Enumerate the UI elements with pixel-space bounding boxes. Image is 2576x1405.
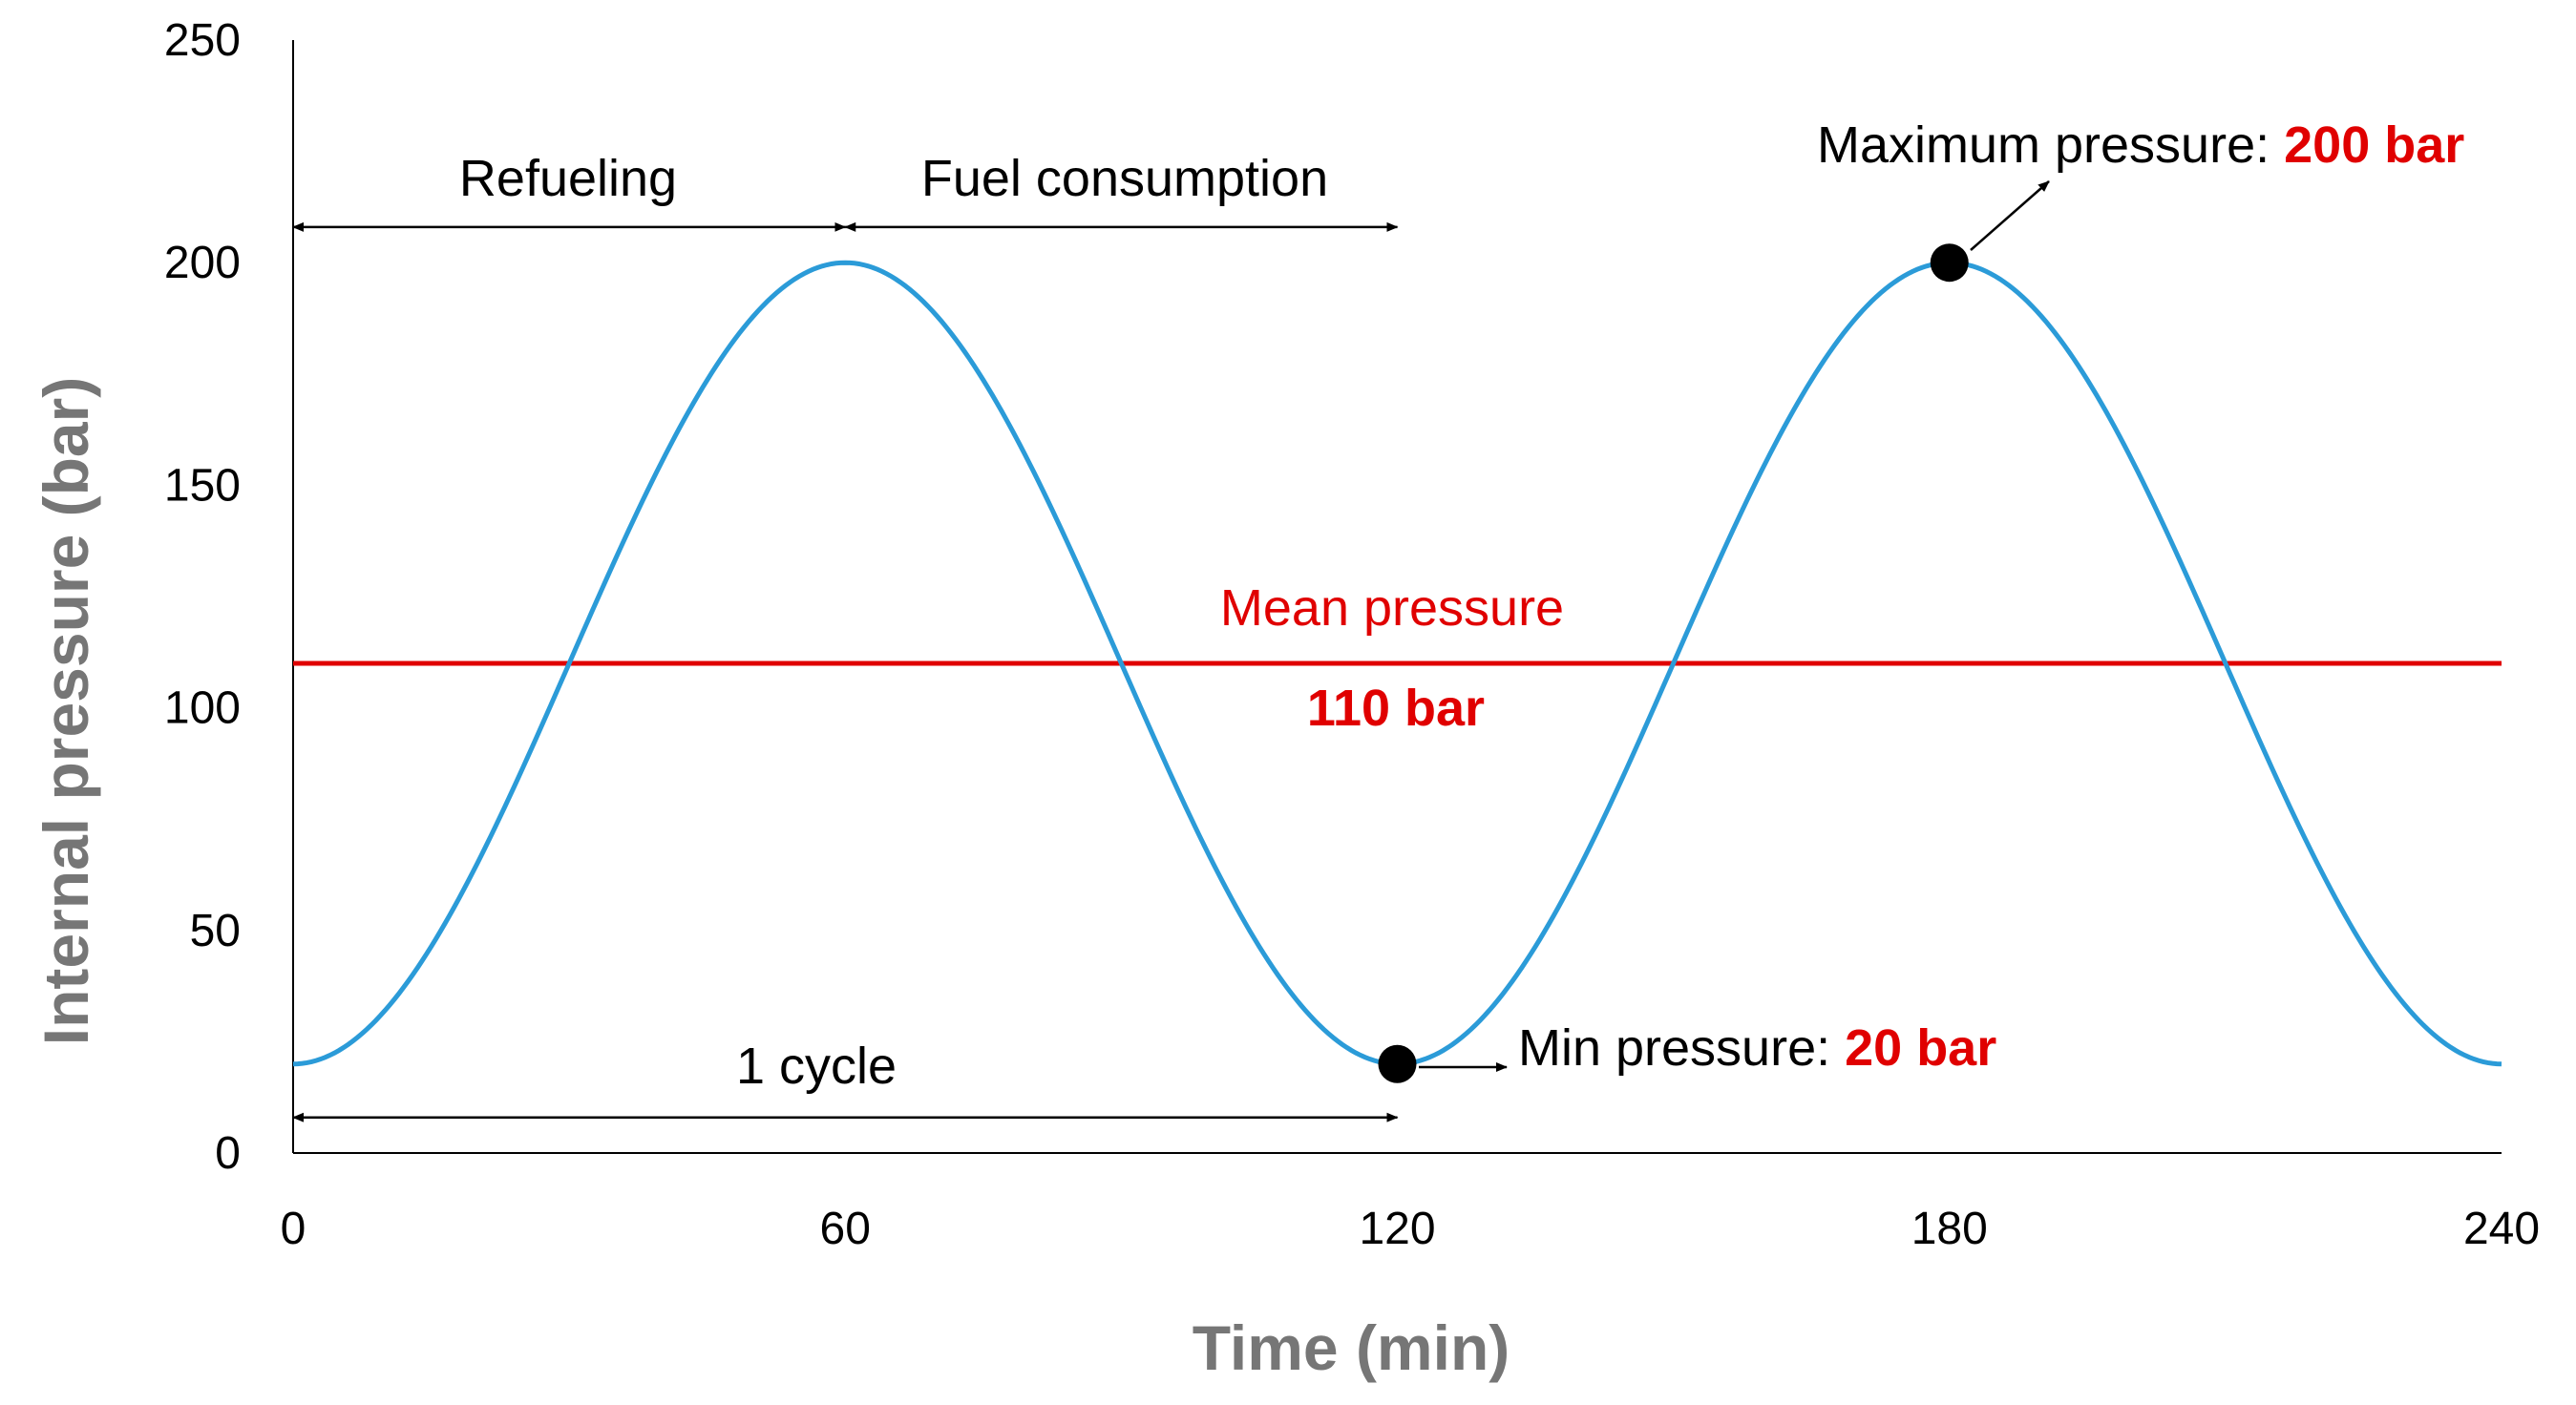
x-tick-label: 240 xyxy=(2463,1204,2540,1254)
y-tick-labels: 0 50 100 150 200 250 xyxy=(164,15,241,1179)
fuel-consumption-label: Fuel consumption xyxy=(921,150,1328,207)
x-tick-labels: 0 60 120 180 240 xyxy=(281,1204,2540,1254)
y-tick-label: 50 xyxy=(190,906,241,956)
y-tick-label: 150 xyxy=(164,460,241,511)
mean-pressure-value: 110 bar xyxy=(1307,680,1485,737)
min-pressure-annotation: Min pressure: 20 bar xyxy=(1518,1019,1996,1077)
max-pressure-label: Maximum pressure: xyxy=(1817,116,2284,174)
max-pressure-annotation: Maximum pressure: 200 bar xyxy=(1817,116,2464,174)
min-pressure-label: Min pressure: xyxy=(1518,1019,1845,1077)
max-pressure-point xyxy=(1930,243,1969,283)
x-tick-label: 60 xyxy=(820,1204,871,1254)
y-tick-label: 0 xyxy=(215,1128,241,1179)
cycle-label: 1 cycle xyxy=(736,1038,897,1095)
mean-pressure-label: Mean pressure xyxy=(1220,579,1564,637)
x-tick-label: 120 xyxy=(1359,1204,1435,1254)
x-tick-label: 0 xyxy=(281,1204,306,1254)
y-axis-title: Internal pressure (bar) xyxy=(31,377,101,1046)
y-tick-label: 250 xyxy=(164,15,241,66)
max-pressure-pointer-arrow xyxy=(1970,180,2050,251)
y-tick-label: 200 xyxy=(164,238,241,288)
min-pressure-point xyxy=(1378,1044,1417,1083)
min-pressure-value: 20 bar xyxy=(1845,1019,1996,1077)
y-tick-label: 100 xyxy=(164,683,241,734)
x-tick-label: 180 xyxy=(1911,1204,1988,1254)
x-axis-title: Time (min) xyxy=(1193,1312,1510,1383)
refueling-label: Refueling xyxy=(459,150,677,207)
max-pressure-value: 200 bar xyxy=(2284,116,2464,174)
